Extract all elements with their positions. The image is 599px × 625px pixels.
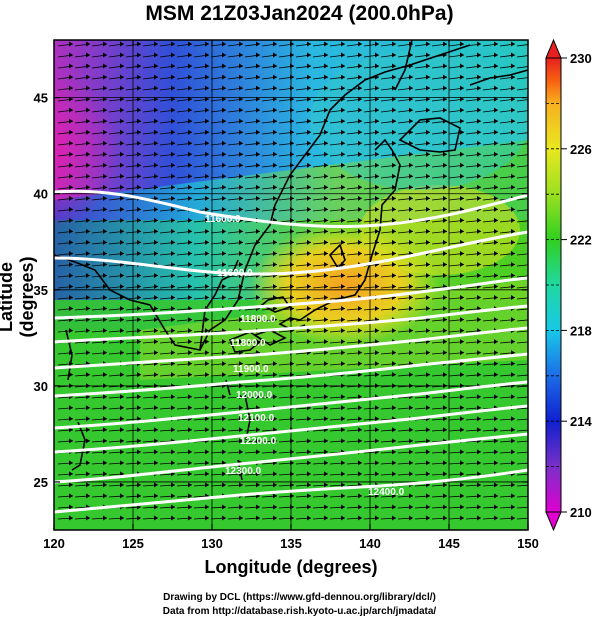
height-contours (54, 189, 528, 514)
x-tick-label: 150 (517, 536, 539, 551)
footer-data-source: Data from http://database.rish.kyoto-u.a… (162, 606, 437, 617)
contour-label: 12000.0 (236, 390, 273, 401)
wind-vectors (57, 41, 528, 521)
colorbar-tick-label: 230 (570, 51, 592, 66)
y-axis-label: Latitude (degrees) (0, 256, 37, 338)
contour-label: 11600.0 (217, 268, 253, 279)
y-tick-label: 25 (34, 475, 48, 490)
x-tick-label: 145 (438, 536, 460, 551)
x-tick-label: 140 (359, 536, 381, 551)
colorbar-bottom-triangle (545, 511, 562, 532)
contour-label: 11800.0 (240, 314, 276, 325)
colorbar: 210 214 218 222 226 230 (545, 38, 592, 532)
contour-label: 12100.0 (238, 413, 275, 424)
y-tick-label: 45 (34, 91, 48, 106)
contour-label: 11600.0 (205, 214, 241, 225)
footer-drawing-credit: Drawing by DCL (https://www.gfd-dennou.o… (163, 592, 436, 603)
y-tick-label: 30 (34, 379, 48, 394)
x-axis-label: Longitude (degrees) (204, 557, 378, 577)
colorbar-tick-label: 222 (570, 233, 592, 248)
colorbar-tick-label: 226 (570, 142, 592, 157)
x-tick-label: 120 (43, 536, 65, 551)
contour-label: 12200.0 (240, 436, 277, 447)
contour-label: 12400.0 (368, 487, 405, 498)
axes: 120 125 130 135 140 145 150 25 30 35 40 45 (34, 40, 539, 551)
map-title: MSM 21Z03Jan2024 (200.0hPa) (145, 2, 454, 25)
x-tick-label: 135 (280, 536, 302, 551)
y-tick-label: 35 (34, 283, 48, 298)
colorbar-tick-label: 218 (570, 323, 592, 338)
y-tick-label: 40 (34, 187, 48, 202)
x-tick-label: 125 (122, 536, 144, 551)
contour-label: 11900.0 (233, 364, 269, 375)
x-tick-label: 130 (201, 536, 223, 551)
colorbar-tick-label: 210 (570, 505, 592, 520)
colorbar-top-triangle (545, 38, 562, 59)
colorbar-tick-label: 214 (570, 414, 592, 429)
temperature-field (54, 40, 528, 530)
contour-label: 12300.0 (225, 466, 262, 477)
contour-label: 11800.0 (230, 338, 266, 349)
contour-labels: 11600.0 11600.0 11800.0 11800.0 11900.0 … (205, 214, 405, 498)
